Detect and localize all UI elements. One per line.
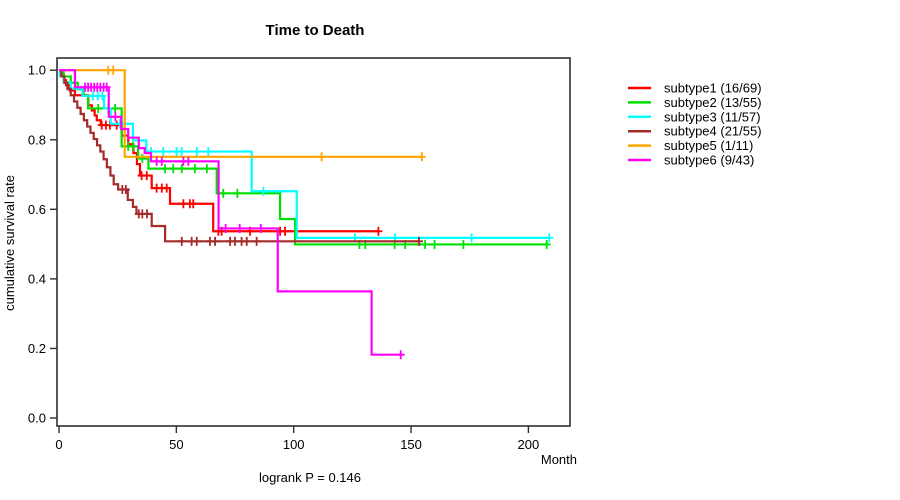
curves-layer	[58, 65, 554, 360]
legend-item-subtype4: subtype4 (21/55)	[628, 124, 762, 139]
curve-subtype6	[59, 69, 401, 356]
x-tick-label: 100	[283, 437, 305, 452]
y-tick-label: 0.0	[28, 411, 46, 426]
legend-item-subtype5: subtype5 (1/11)	[628, 138, 753, 153]
legend-label: subtype5 (1/11)	[664, 138, 753, 153]
legend-item-subtype6: subtype6 (9/43)	[628, 153, 754, 168]
x-tick-label: 200	[518, 437, 540, 452]
censor-marks-subtype5	[104, 65, 426, 162]
censor-marks-subtype3	[89, 91, 554, 243]
legend-item-subtype1: subtype1 (16/69)	[628, 81, 762, 96]
legend-label: subtype4 (21/55)	[664, 124, 762, 139]
plot-box	[56, 57, 571, 427]
x-tick-label: 150	[400, 437, 422, 452]
curve-subtype4	[59, 69, 420, 243]
censor-marks-subtype4	[118, 184, 424, 246]
x-axis-title: Month	[541, 452, 577, 467]
chart-title: Time to Death	[266, 22, 365, 39]
y-tick-label: 0.2	[28, 341, 46, 356]
axes-layer: 0 50 100 150 200 0.0 0.2 0.4 0.6 0.8 1.0	[28, 63, 539, 452]
x-tick-label: 50	[169, 437, 183, 452]
y-axis-title: cumulative survival rate	[2, 175, 17, 311]
y-tick-label: 0.8	[28, 132, 46, 147]
censor-marks-subtype1	[97, 120, 383, 236]
logrank-annotation: logrank P = 0.146	[259, 470, 361, 485]
censor-marks-subtype2	[94, 103, 551, 249]
legend-label: subtype3 (11/57)	[664, 109, 761, 124]
legend-label: subtype1 (16/69)	[664, 81, 762, 96]
legend: subtype1 (16/69)subtype2 (13/55)subtype3…	[628, 81, 762, 168]
y-tick-label: 0.4	[28, 271, 46, 286]
legend-item-subtype3: subtype3 (11/57)	[628, 109, 761, 124]
legend-label: subtype6 (9/43)	[664, 153, 754, 168]
censor-marks-subtype6	[81, 82, 405, 360]
x-tick-label: 0	[55, 437, 62, 452]
legend-label: subtype2 (13/55)	[664, 95, 762, 110]
legend-item-subtype2: subtype2 (13/55)	[628, 95, 762, 110]
y-tick-label: 0.6	[28, 202, 46, 217]
curve-subtype5	[59, 69, 422, 158]
y-tick-label: 1.0	[28, 63, 46, 78]
